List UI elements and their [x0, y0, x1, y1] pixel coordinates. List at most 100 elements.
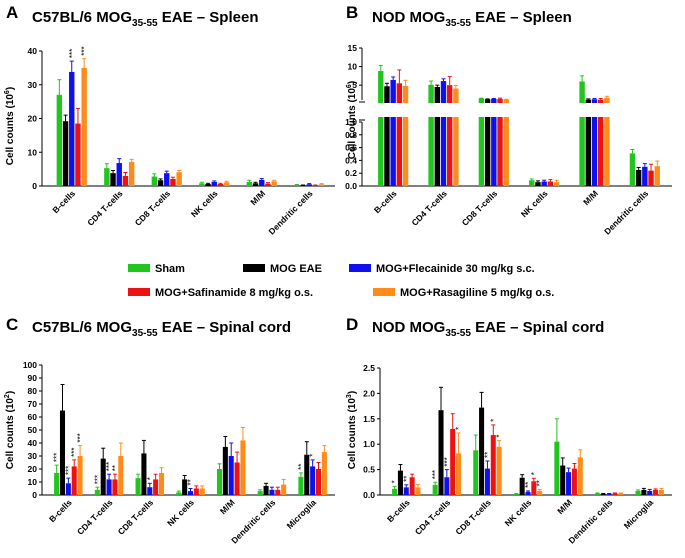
bar-mog [304, 454, 310, 495]
bar-mog [635, 170, 642, 186]
bar-mog [600, 493, 606, 495]
panel-title-subscript: 35-55 [132, 18, 158, 29]
significance-marker: * [530, 472, 539, 475]
bar-rasa [77, 456, 83, 495]
bar-rasa [271, 181, 277, 186]
bar-sham [432, 484, 438, 495]
significance-marker: ** [402, 476, 411, 482]
bar-safi [265, 183, 271, 186]
x-tick-label: NK cells [503, 497, 534, 528]
bar-flec [566, 472, 572, 495]
bar-mog [641, 489, 647, 495]
bar-mog [434, 87, 440, 186]
x-tick-label: CD4 T-cells [85, 188, 125, 228]
y-tick-label: 40 [28, 438, 38, 448]
y-tick-label: 10 [348, 62, 358, 72]
y-tick-label: 30 [28, 80, 38, 90]
bar-mog [479, 407, 485, 495]
significance-marker: * [391, 480, 400, 483]
bar-sham [216, 469, 223, 495]
bar-rasa [415, 487, 421, 495]
bar-rasa [158, 472, 165, 495]
bar-flec [606, 493, 612, 495]
panel-title: NOD MOG35-55 EAE – Spleen [372, 9, 572, 29]
significance-marker: *** [76, 433, 85, 442]
bar-sham [428, 84, 434, 186]
chart-panel-C: C C57BL/6 MOG35-55 EAE – Spinal cord Cell … [4, 315, 335, 546]
y-axis-label-post: ) [347, 391, 358, 394]
bar-safi [497, 98, 503, 186]
y-axis-label-post: ) [5, 87, 16, 90]
panel-title: C57BL/6 MOG35-55 EAE – Spleen [32, 9, 258, 29]
panel-title-pre: NOD MOG [372, 9, 445, 26]
bar-flec [228, 456, 234, 495]
legend-swatch-rasa [373, 288, 395, 296]
x-tick-label: NK cells [519, 188, 550, 219]
bar-safi [217, 183, 224, 186]
x-tick-label: Dendritic cells [602, 188, 650, 236]
bar-rasa [456, 453, 462, 495]
bar-safi [122, 175, 129, 186]
bar-flec [306, 184, 312, 186]
bar-flec [116, 163, 122, 186]
bar-mog [300, 185, 306, 186]
bar-rasa [618, 493, 624, 495]
bar-safi [315, 469, 322, 495]
y-tick-label: 0.8 [345, 130, 357, 140]
legend-label-rasa: MOG+Rasagiline 5 mg/kg o.s. [400, 287, 554, 299]
bar-sham [94, 489, 100, 495]
bar-mog [384, 86, 390, 186]
y-tick-label: 80 [28, 386, 38, 396]
bar-safi [450, 428, 456, 495]
significance-marker: *** [70, 448, 79, 457]
y-tick-label: 70 [28, 399, 38, 409]
bar-rasa [658, 489, 664, 495]
bar-sham [257, 491, 263, 495]
y-tick-label: 20 [28, 464, 38, 474]
bar-safi [598, 99, 604, 186]
panel-letter: D [346, 315, 358, 334]
y-tick-label: 0.5 [363, 465, 375, 475]
y-axis-label: Cell counts (106) [346, 81, 358, 159]
bar-mog [252, 183, 259, 186]
legend-label-flec: MOG+Flecainide 30 mg/kg s.c. [376, 263, 535, 275]
y-tick-label: 0 [32, 181, 37, 191]
bar-rasa [453, 88, 459, 186]
x-tick-label: Microglia [622, 497, 656, 531]
bar-mog [141, 453, 147, 495]
bar-safi [547, 181, 554, 186]
axis-break-gap [361, 103, 673, 117]
bar-mog [100, 458, 106, 495]
y-tick-label: 15 [348, 43, 358, 53]
chart-panel-A: A C57BL/6 MOG35-55 EAE – Spleen Cell count… [4, 3, 335, 237]
panel-title-pre: C57BL/6 MOG [32, 319, 132, 336]
y-tick-label: 1.0 [363, 439, 375, 449]
bar-mog [560, 465, 566, 495]
y-axis-label-pre: Cell counts (10 [347, 398, 358, 470]
bar-safi [612, 493, 618, 495]
bar-safi [71, 466, 77, 495]
y-tick-label: 10 [28, 147, 38, 157]
x-tick-label: CD8 T-cells [460, 188, 500, 228]
bar-sham [635, 490, 641, 495]
x-tick-label: B-cells [47, 497, 74, 524]
bar-sham [176, 492, 182, 495]
bar-mog [263, 485, 269, 495]
bar-safi [531, 481, 537, 495]
bar-safi [153, 479, 159, 495]
panel-title: NOD MOG35-55 EAE – Spinal cord [372, 319, 604, 339]
bar-safi [396, 83, 403, 186]
y-tick-label: 90 [28, 373, 38, 383]
y-tick-label: 50 [28, 425, 38, 435]
bar-sham [298, 476, 304, 495]
bar-sham [54, 472, 60, 495]
bar-sham [151, 176, 158, 186]
x-tick-label: M/M [218, 497, 237, 516]
x-tick-label: CD8 T-cells [116, 497, 156, 537]
bar-flec [211, 181, 217, 186]
bar-flec [491, 98, 497, 186]
bar-sham [513, 493, 519, 495]
significance-marker: *** [431, 470, 440, 479]
bar-sham [554, 441, 560, 495]
